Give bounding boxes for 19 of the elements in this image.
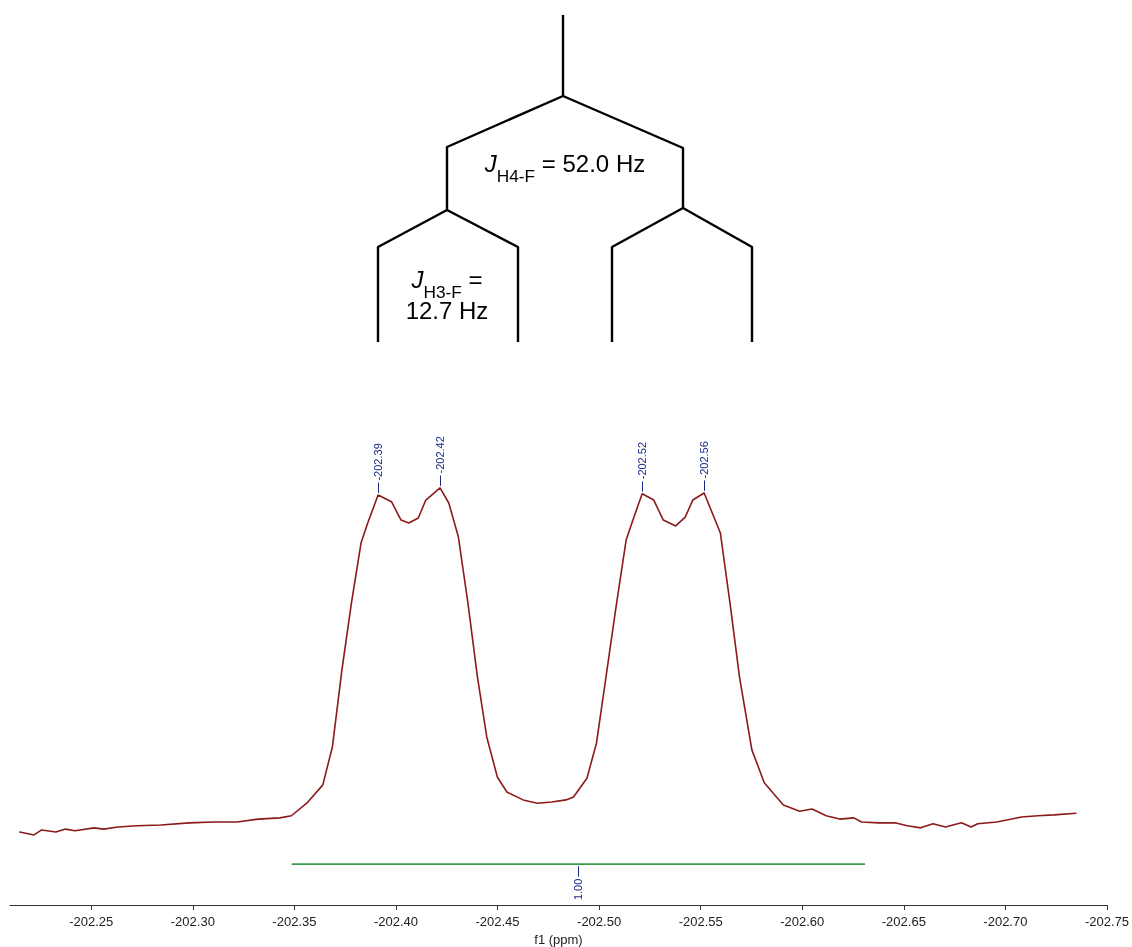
annotation: 1.00 [572,878,585,901]
x-axis-title: f1 (ppm) [534,932,583,947]
x-tick-label: -202.35 [272,914,317,929]
x-tick-label: -202.45 [475,914,520,929]
x-tick-label: -202.70 [983,914,1028,929]
text: J$_{H3-F}$ = 12.7 Hz [405,266,489,325]
annotation: -202.39 [372,443,385,481]
x-tick-label: -202.60 [780,914,825,929]
x-tick-label: -202.40 [373,914,419,929]
annotation: -202.56 [698,441,711,479]
annotation: -202.52 [636,441,649,480]
x-tick-label: -202.30 [170,914,215,929]
x-tick-label: -202.50 [577,914,622,929]
x-tick-label: -202.55 [678,914,723,929]
text: J$_{H4-F}$ = 52.0 Hz [483,150,646,186]
annotation: -202.42 [434,436,447,474]
x-tick-label: -202.65 [881,914,926,929]
x-tick-label: -202.25 [69,914,114,929]
x-tick-label: -202.75 [1084,914,1129,929]
